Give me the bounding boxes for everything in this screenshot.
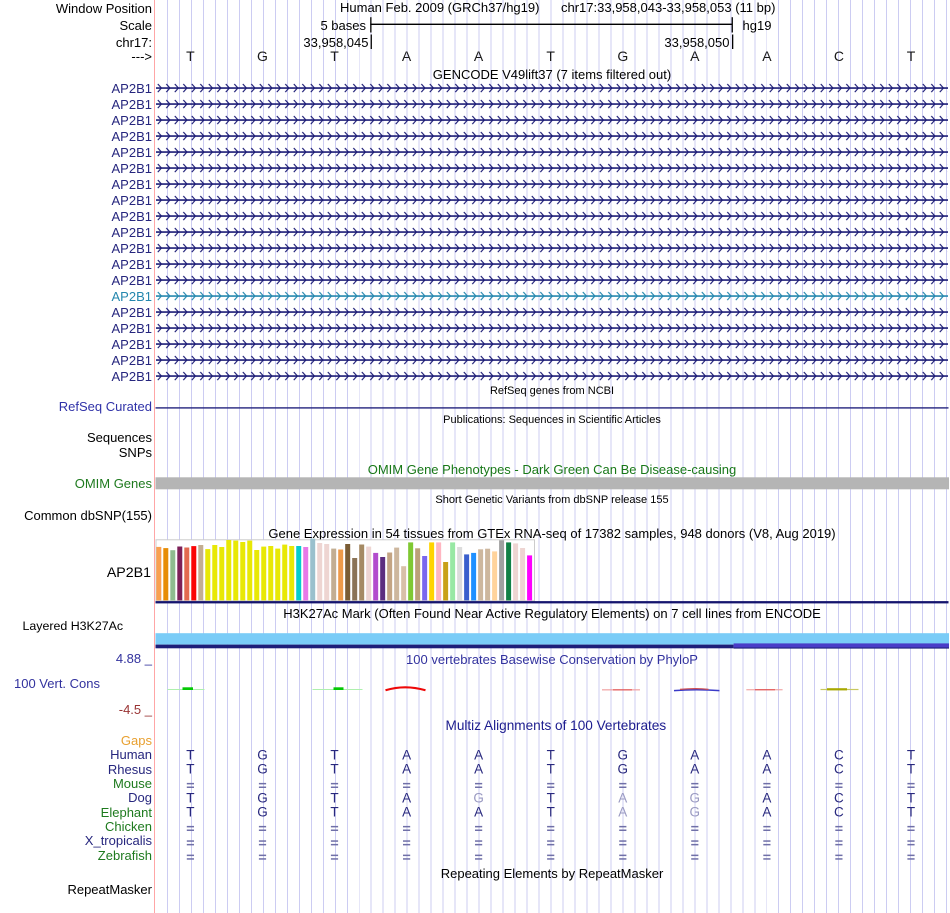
- svg-text:G: G: [618, 762, 629, 777]
- svg-text:A: A: [402, 805, 411, 820]
- svg-text:A: A: [618, 805, 627, 820]
- svg-text:A: A: [402, 747, 411, 762]
- svg-text:A: A: [402, 48, 412, 64]
- svg-text:T: T: [907, 805, 915, 820]
- svg-text:T: T: [547, 805, 555, 820]
- svg-text:A: A: [618, 790, 627, 805]
- svg-text:T: T: [547, 747, 555, 762]
- svg-text:A: A: [762, 48, 772, 64]
- svg-text:T: T: [186, 48, 195, 64]
- svg-text:T: T: [547, 762, 555, 777]
- svg-text:A: A: [690, 762, 699, 777]
- svg-text:A: A: [402, 762, 411, 777]
- svg-text:T: T: [186, 805, 194, 820]
- svg-text:T: T: [907, 747, 915, 762]
- svg-text:G: G: [257, 762, 268, 777]
- svg-text:A: A: [474, 747, 483, 762]
- svg-text:A: A: [690, 747, 699, 762]
- svg-text:T: T: [330, 790, 338, 805]
- svg-text:T: T: [330, 48, 339, 64]
- svg-text:A: A: [762, 762, 771, 777]
- svg-text:T: T: [330, 805, 338, 820]
- svg-text:G: G: [257, 747, 268, 762]
- svg-text:G: G: [473, 790, 484, 805]
- svg-text:G: G: [257, 790, 268, 805]
- svg-text:A: A: [762, 747, 771, 762]
- svg-text:C: C: [834, 762, 844, 777]
- svg-text:T: T: [186, 747, 194, 762]
- svg-text:G: G: [257, 805, 268, 820]
- svg-text:G: G: [690, 805, 701, 820]
- svg-text:T: T: [907, 48, 916, 64]
- svg-text:C: C: [834, 805, 844, 820]
- svg-text:A: A: [474, 48, 484, 64]
- svg-text:T: T: [186, 790, 194, 805]
- svg-text:T: T: [546, 48, 555, 64]
- svg-text:T: T: [907, 762, 915, 777]
- svg-text:A: A: [402, 790, 411, 805]
- svg-text:G: G: [617, 48, 628, 64]
- svg-text:T: T: [547, 790, 555, 805]
- svg-text:T: T: [330, 762, 338, 777]
- svg-text:A: A: [690, 48, 700, 64]
- svg-text:A: A: [762, 790, 771, 805]
- svg-text:A: A: [474, 762, 483, 777]
- svg-text:A: A: [474, 805, 483, 820]
- svg-text:G: G: [257, 48, 268, 64]
- svg-text:G: G: [618, 747, 629, 762]
- svg-text:A: A: [762, 805, 771, 820]
- svg-text:G: G: [690, 790, 701, 805]
- svg-text:C: C: [834, 48, 844, 64]
- svg-text:T: T: [186, 762, 194, 777]
- svg-text:C: C: [834, 747, 844, 762]
- svg-text:T: T: [330, 747, 338, 762]
- svg-text:T: T: [907, 790, 915, 805]
- svg-text:C: C: [834, 790, 844, 805]
